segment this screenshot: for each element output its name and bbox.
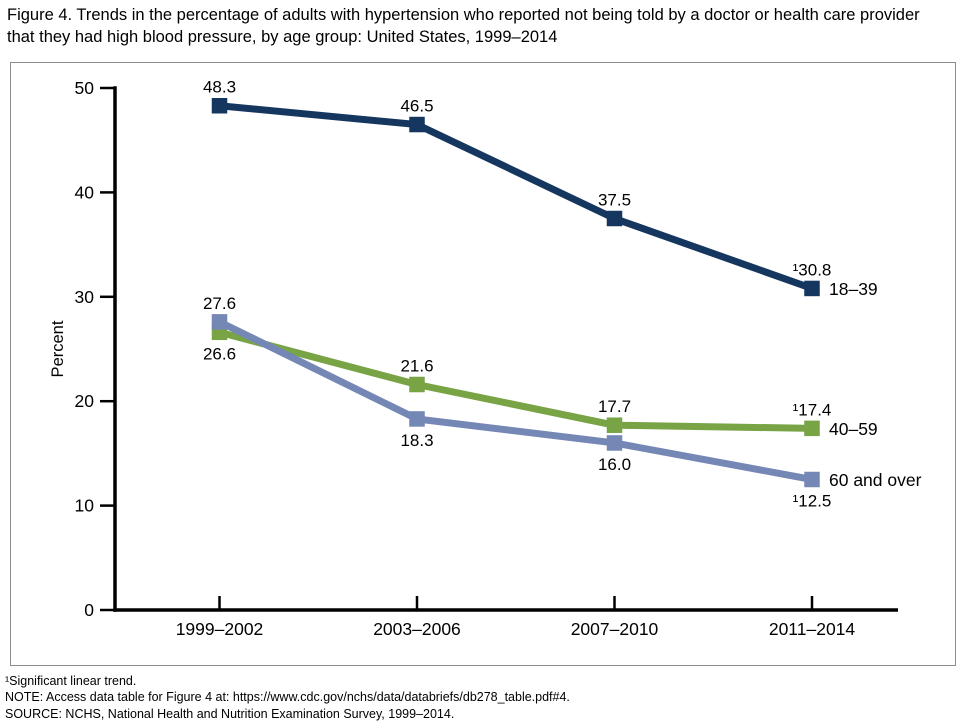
series-line-60-and-over [217, 318, 813, 483]
series-line-18-39 [219, 102, 814, 292]
data-point-marker-40-59 [804, 420, 820, 437]
data-point-label-40-59: ¹17.4 [793, 400, 832, 419]
data-point-marker-40-59 [606, 417, 623, 433]
data-point-label-60-and-over: ¹12.5 [793, 492, 832, 511]
data-point-marker-60-and-over [409, 411, 425, 427]
x-axis-tick-label: 1999–2002 [176, 619, 264, 639]
data-point-marker-18-39 [409, 116, 425, 133]
data-point-label-18-39: 46.5 [400, 97, 433, 116]
y-axis-title: Percent [49, 320, 67, 377]
x-axis-tick-label: 2011–2014 [769, 619, 856, 639]
data-point-label-60-and-over: 16.0 [598, 455, 631, 474]
footnote-significance: ¹Significant linear trend. [5, 674, 137, 688]
footnote-source: SOURCE: NCHS, National Health and Nutrit… [5, 706, 455, 721]
y-axis-tick-label: 20 [75, 391, 95, 411]
data-point-marker-60-and-over [606, 435, 623, 451]
data-point-label-60-and-over: 18.3 [400, 431, 433, 450]
y-axis-tick-label: 50 [75, 78, 95, 98]
series-end-label-18-39: 18–39 [829, 279, 878, 299]
data-point-marker-40-59 [409, 376, 425, 393]
series-end-label-60-and-over: 60 and over [829, 470, 922, 490]
line-chart: 0 10 20 30 40 50 1999–2002 2003–2006 2007–2010 20… [49, 78, 922, 639]
x-axis-tick-label: 2007–2010 [571, 619, 659, 639]
series-end-label-40-59: 40–59 [829, 419, 878, 439]
footnote-note: NOTE: Access data table for Figure 4 at:… [5, 690, 570, 705]
data-point-label-60-and-over: 27.6 [203, 294, 236, 313]
data-point-marker-18-39 [804, 280, 820, 297]
y-axis-tick-label: 30 [75, 287, 95, 307]
data-point-marker-18-39 [211, 97, 228, 114]
footnotes: ¹Significant linear trend. NOTE: Access … [5, 673, 570, 722]
data-point-marker-60-and-over [211, 314, 228, 330]
figure-title: Figure 4. Trends in the percentage of ad… [7, 6, 920, 46]
chart-frame: 0 10 20 30 40 50 1999–2002 2003–2006 2007–2010 20… [10, 62, 956, 666]
data-point-marker-60-and-over [804, 471, 820, 488]
data-point-label-40-59: 17.7 [598, 397, 631, 416]
y-axis-tick-label: 0 [84, 600, 94, 620]
data-point-label-18-39: 48.3 [203, 78, 236, 97]
y-axis-tick-label: 40 [75, 182, 95, 202]
series-line-40-59 [218, 328, 813, 432]
data-point-label-40-59: 21.6 [400, 356, 433, 375]
data-point-label-18-39: 37.5 [598, 191, 631, 210]
data-point-label-18-39: ¹30.8 [793, 260, 832, 279]
data-point-label-40-59: 26.6 [203, 344, 236, 363]
data-point-marker-18-39 [606, 210, 623, 227]
x-axis-tick-label: 2003–2006 [373, 619, 461, 639]
y-axis-tick-label: 10 [75, 496, 95, 516]
